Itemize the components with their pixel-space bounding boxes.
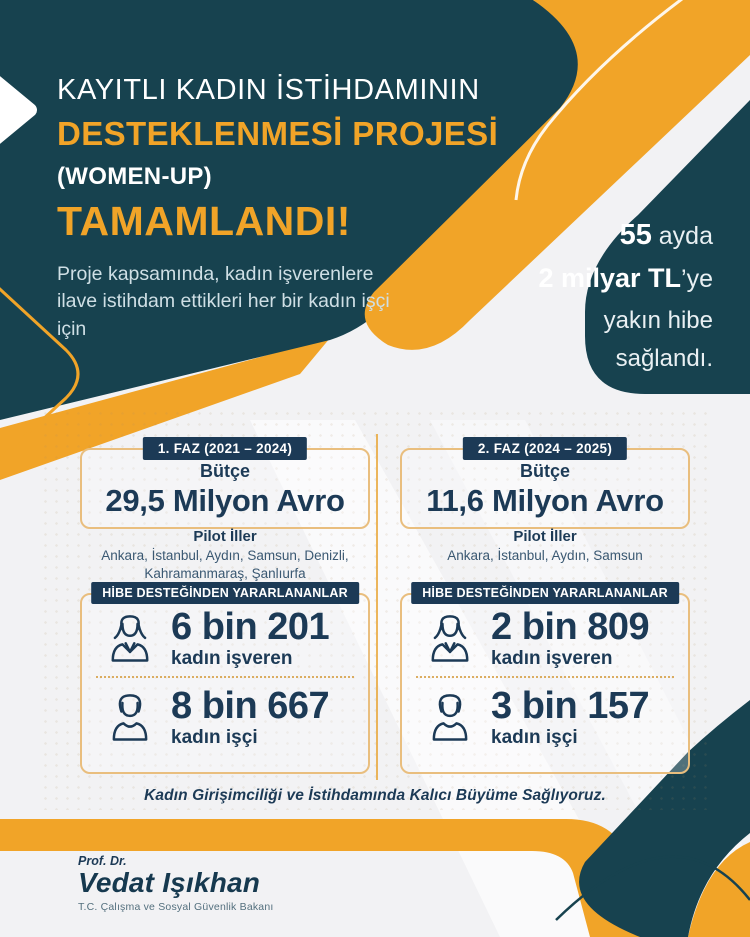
budget-value: 29,5 Milyon Avro: [105, 483, 345, 518]
budget-value: 11,6 Milyon Avro: [426, 483, 664, 518]
budget-label: Bütçe: [199, 461, 250, 481]
woman-worker-icon: [112, 693, 148, 741]
grant-highlight: 55 ayda 2 milyar TL’ye yakın hibe sağlan…: [503, 216, 713, 378]
orange-chevron-line: [0, 287, 80, 461]
signer-role: T.C. Çalışma ve Sosyal Güvenlik Bakanı: [78, 901, 274, 914]
employers-count: 6 bin 201: [171, 605, 330, 648]
phase-1-column: 1. FAZ (2021 – 2024) Bütçe 29,5 Milyon A…: [80, 437, 370, 785]
workers-row: 3 bin 157 kadın işçi: [402, 680, 688, 755]
employers-row: 2 bin 809 kadın işveren: [402, 601, 688, 676]
phase-2-column: 2. FAZ (2024 – 2025) Bütçe 11,6 Milyon A…: [400, 437, 690, 785]
title-line-3: (WOMEN-UP): [57, 163, 212, 190]
column-divider: [376, 434, 378, 780]
highlight-line-4: sağlandı.: [615, 345, 713, 372]
pilot-cities-list: Ankara, İstanbul, Aydın, Samsun, Denizli…: [101, 548, 349, 582]
phase-2-budget-box: 2. FAZ (2024 – 2025) Bütçe 11,6 Milyon A…: [400, 437, 690, 529]
pilot-cities-label: Pilot İller: [513, 528, 577, 545]
dotted-separator: [96, 676, 354, 678]
ribbon-accent-line: [514, 0, 684, 201]
header: KAYITLI KADIN İSTİHDAMININ DESTEKLENMESİ…: [57, 74, 498, 245]
employers-label: kadın işveren: [491, 647, 613, 669]
highlight-line-3: yakın hibe: [603, 307, 713, 334]
signer-title: Prof. Dr.: [78, 854, 127, 868]
sheen-band: [250, 420, 645, 937]
woman-worker-icon: [432, 693, 468, 741]
signature-block: Prof. Dr. Vedat Işıkhan T.C. Çalışma ve …: [78, 854, 274, 913]
phase-1-beneficiaries-box: HİBE DESTEĞİNDEN YARARLANANLAR 6 bin 201…: [80, 582, 370, 774]
phase-2-beneficiaries-box: HİBE DESTEĞİNDEN YARARLANANLAR 2 bin 809…: [400, 582, 690, 774]
beneficiaries-badge: HİBE DESTEĞİNDEN YARARLANANLAR: [91, 582, 359, 604]
orange-ribbon: [364, 0, 750, 350]
phase-1-budget-box: 1. FAZ (2021 – 2024) Bütçe 29,5 Milyon A…: [80, 437, 370, 529]
employers-text: 2 bin 809 kadın işveren: [491, 605, 650, 670]
chevron-right-icon: [0, 76, 37, 144]
employers-label: kadın işveren: [171, 647, 293, 669]
highlight-line-1: 55 ayda: [619, 219, 713, 251]
highlight-line-2: 2 milyar TL’ye: [538, 263, 713, 293]
header-orange-underband: [0, 338, 330, 480]
title-line-4: TAMAMLANDI!: [57, 198, 351, 244]
title-line-2: DESTEKLENMESİ PROJESİ: [57, 115, 499, 152]
businesswoman-icon: [431, 614, 469, 662]
workers-label: kadın işçi: [491, 726, 578, 748]
employers-text: 6 bin 201 kadın işveren: [171, 605, 330, 670]
beneficiaries-badge: HİBE DESTEĞİNDEN YARARLANANLAR: [411, 582, 679, 604]
title-line-1: KAYITLI KADIN İSTİHDAMININ: [57, 74, 480, 106]
corner-shape-orange: [688, 842, 750, 937]
budget-label: Bütçe: [519, 461, 570, 481]
intro-paragraph: Proje kapsamında, kadın işverenlere ilav…: [57, 263, 390, 340]
workers-label: kadın işçi: [171, 726, 258, 748]
closing-statement: Kadın Girişimciliği ve İstihdamında Kalı…: [144, 787, 606, 804]
dotted-separator: [416, 676, 674, 678]
phase-1-badge: 1. FAZ (2021 – 2024): [142, 437, 308, 460]
employers-count: 2 bin 809: [491, 605, 650, 648]
workers-count: 3 bin 157: [491, 684, 650, 727]
bottom-stripe: [0, 819, 651, 937]
workers-row: 8 bin 667 kadın işçi: [82, 680, 368, 755]
employers-row: 6 bin 201 kadın işveren: [82, 601, 368, 676]
decorative-line: [555, 855, 750, 921]
phase-2-badge: 2. FAZ (2024 – 2025): [462, 437, 628, 460]
signer-name: Vedat Işıkhan: [78, 867, 261, 898]
corner-shape-teal: [579, 700, 750, 937]
workers-text: 3 bin 157 kadın işçi: [491, 684, 650, 749]
pilot-cities-label: Pilot İller: [193, 528, 257, 545]
highlight-panel: [585, 100, 750, 394]
pilot-cities-list: Ankara, İstanbul, Aydın, Samsun: [447, 548, 643, 563]
workers-count: 8 bin 667: [171, 684, 330, 727]
businesswoman-icon: [111, 614, 149, 662]
workers-text: 8 bin 667 kadın işçi: [171, 684, 330, 749]
header-background-shape: [0, 0, 590, 420]
